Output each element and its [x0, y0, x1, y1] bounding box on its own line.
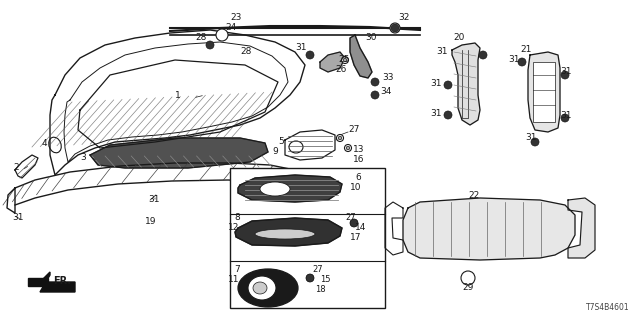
- Circle shape: [444, 111, 452, 119]
- Ellipse shape: [248, 276, 276, 300]
- Polygon shape: [40, 272, 75, 292]
- Text: FR.: FR.: [53, 276, 71, 286]
- Circle shape: [518, 58, 526, 66]
- Text: 31: 31: [508, 55, 520, 65]
- Polygon shape: [238, 175, 342, 202]
- Text: T7S4B4601: T7S4B4601: [586, 303, 630, 312]
- Text: 27: 27: [312, 266, 323, 275]
- Circle shape: [337, 134, 344, 141]
- Circle shape: [339, 136, 342, 140]
- Text: 28: 28: [195, 34, 206, 43]
- Circle shape: [464, 274, 472, 282]
- Circle shape: [218, 31, 225, 38]
- Text: 2: 2: [13, 164, 19, 172]
- Text: 9: 9: [272, 148, 278, 156]
- Polygon shape: [568, 198, 595, 258]
- Text: 16: 16: [353, 156, 365, 164]
- Text: 31: 31: [560, 110, 572, 119]
- Circle shape: [206, 41, 214, 49]
- Ellipse shape: [49, 137, 61, 153]
- Circle shape: [343, 58, 347, 62]
- Text: 22: 22: [468, 191, 479, 201]
- Text: 18: 18: [315, 285, 326, 294]
- Text: 12: 12: [228, 223, 239, 233]
- Text: 31: 31: [430, 108, 442, 117]
- Circle shape: [371, 91, 379, 99]
- Text: 27: 27: [348, 125, 360, 134]
- Text: 13: 13: [353, 146, 365, 155]
- Circle shape: [371, 78, 379, 86]
- Circle shape: [390, 23, 400, 33]
- Bar: [230, 168, 385, 308]
- Text: 23: 23: [230, 13, 241, 22]
- Text: 1: 1: [175, 91, 180, 100]
- Text: 30: 30: [365, 34, 376, 43]
- Polygon shape: [528, 52, 560, 132]
- Polygon shape: [28, 278, 48, 286]
- Text: 31: 31: [525, 133, 536, 142]
- Ellipse shape: [260, 182, 290, 196]
- Text: 15: 15: [320, 276, 330, 284]
- Circle shape: [391, 24, 399, 32]
- Polygon shape: [235, 218, 342, 246]
- Text: 24: 24: [225, 23, 236, 33]
- Text: 31: 31: [295, 43, 307, 52]
- Text: 17: 17: [350, 234, 362, 243]
- Circle shape: [307, 275, 314, 282]
- Text: 29: 29: [462, 284, 474, 292]
- Text: 31: 31: [12, 213, 24, 222]
- Text: 11: 11: [228, 276, 239, 284]
- Ellipse shape: [255, 229, 315, 239]
- Circle shape: [342, 57, 349, 63]
- Text: 31: 31: [430, 78, 442, 87]
- Text: 28: 28: [240, 47, 252, 57]
- Ellipse shape: [253, 282, 267, 294]
- Circle shape: [344, 145, 351, 151]
- Circle shape: [561, 114, 569, 122]
- Text: 34: 34: [380, 87, 392, 97]
- Circle shape: [351, 220, 358, 227]
- Text: 5: 5: [278, 138, 284, 147]
- Circle shape: [461, 271, 475, 285]
- Circle shape: [352, 221, 356, 225]
- Polygon shape: [452, 43, 480, 125]
- Ellipse shape: [289, 141, 303, 153]
- Circle shape: [561, 71, 569, 79]
- Text: 21: 21: [520, 45, 531, 54]
- Polygon shape: [350, 35, 372, 78]
- Text: 8: 8: [234, 213, 240, 222]
- Text: 6: 6: [355, 172, 361, 181]
- Circle shape: [220, 33, 224, 37]
- Text: 31: 31: [148, 196, 159, 204]
- Circle shape: [306, 274, 314, 282]
- Circle shape: [350, 219, 358, 227]
- Text: 32: 32: [398, 13, 410, 22]
- Polygon shape: [403, 198, 575, 260]
- Circle shape: [346, 146, 349, 150]
- Text: 20: 20: [453, 34, 465, 43]
- Text: 14: 14: [355, 223, 366, 233]
- Circle shape: [444, 81, 452, 89]
- Circle shape: [531, 138, 539, 146]
- Text: 25: 25: [338, 55, 349, 65]
- Polygon shape: [320, 52, 345, 72]
- Text: 10: 10: [350, 183, 362, 193]
- Circle shape: [479, 51, 487, 59]
- Ellipse shape: [238, 269, 298, 307]
- Text: 19: 19: [145, 218, 157, 227]
- Text: 4: 4: [42, 140, 47, 148]
- Text: 26: 26: [335, 66, 346, 75]
- Text: 31: 31: [436, 47, 447, 57]
- Text: 7: 7: [234, 266, 240, 275]
- Circle shape: [308, 276, 312, 280]
- Circle shape: [306, 51, 314, 59]
- Text: 33: 33: [382, 74, 394, 83]
- Text: 31: 31: [560, 68, 572, 76]
- Text: 27: 27: [345, 213, 356, 222]
- Polygon shape: [90, 138, 268, 168]
- Bar: [533, 62, 555, 122]
- Circle shape: [216, 29, 228, 41]
- Text: 3: 3: [80, 153, 86, 162]
